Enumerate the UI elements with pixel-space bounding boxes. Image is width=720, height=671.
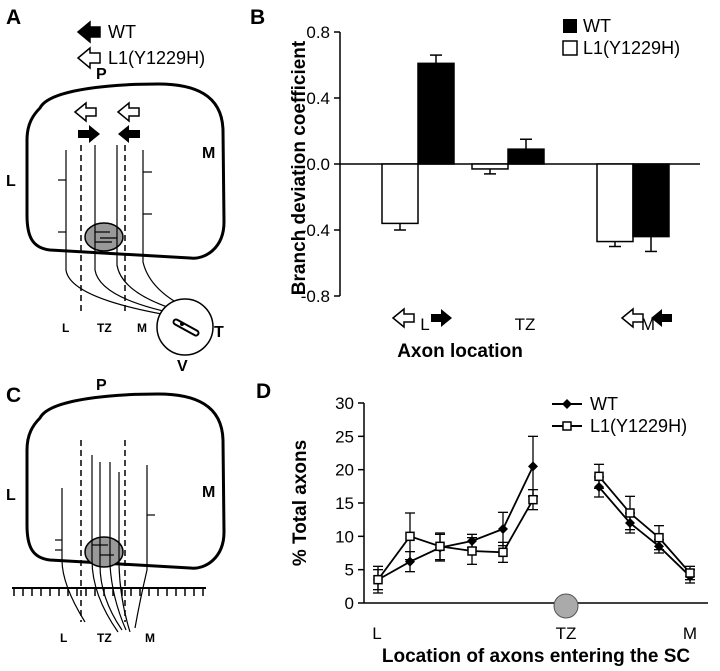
b-wt-arrow-l-icon [431,309,452,327]
superior-colliculus-outline [25,82,226,260]
label-posterior: P [96,66,107,83]
tz-marker-icon [553,593,579,619]
chart-b-category-label: M [641,315,655,334]
wt-arrow-medial-icon [118,125,140,143]
ruler-ticks [13,588,204,596]
label-lateral-c: L [6,487,16,504]
legend-wt-arrow-icon [76,20,101,44]
chart-d-xlabel: Location of axons entering the SC [382,646,691,667]
chart-d-xtick-center: TZ [556,624,577,643]
bottom-label-l-c: L [60,631,67,645]
panel-c: C P L M L TZ M [6,377,226,645]
chart-d-point-mut [594,471,604,482]
chart-b-legend-mut: L1(Y1229H) [583,38,680,58]
panel-d: D % Total axons 0 5 10 15 20 25 30 L TZ M Loca… [256,380,708,667]
chart-b-ytick-label: 0.0 [306,155,330,174]
legend-mut-label: L1(Y1229H) [108,48,205,68]
chart-d: 0 5 10 15 20 25 30 [335,394,708,613]
legend-mut-arrow-icon [76,46,101,70]
panel-b: B Branch deviation coefficient 0.8 0.4 0.0… [250,6,700,362]
chart-d-point-mut [405,531,415,542]
chart-b-ytick-label: -0.8 [301,287,330,306]
mut-arrow-left-icon [73,101,97,123]
chart-d-point-mut [654,532,664,543]
b-mut-arrow-m-icon [620,307,644,329]
b-wt-arrow-m-icon [651,309,672,327]
label-temporal: T [214,324,224,341]
chart-b-ylabel: Branch deviation coefficient [289,40,310,295]
chart-d-point-mut [435,541,445,552]
chart-d-series-line [377,499,534,581]
label-medial-c: M [202,484,215,501]
chart-d-legend-wt: WT [590,394,618,414]
panel-label-c: C [6,384,21,407]
chart-d-point-wt [498,524,508,534]
chart-b-legend-wt: WT [583,16,611,36]
chart-d-legend-wt-marker [562,399,572,409]
chart-d-ytick-label: 30 [335,394,354,413]
bottom-label-tz-c: TZ [97,631,112,645]
chart-b-ytick-label: 0.8 [306,23,330,42]
mut-arrow-medial-icon [116,101,140,123]
chart-d-xtick-right: M [683,624,697,643]
chart-d-series-line [598,486,691,577]
chart-d-legend-mut-marker [562,421,572,431]
chart-d-point-mut [685,568,695,578]
chart-b-ytick-label: 0.4 [306,89,330,108]
label-ventral: V [177,358,188,375]
chart-d-series-line [377,465,534,581]
chart-b-category-label: TZ [515,315,536,334]
chart-b-bar [417,62,455,165]
retina-injection-icon [172,318,200,337]
chart-b: 0.8 0.4 0.0 -0.4 -0.8 L TZ M [301,23,700,334]
chart-d-xtick-left: L [372,624,381,643]
chart-b-bar [632,163,670,238]
chart-d-ytick-label: 5 [345,561,354,580]
chart-d-legend-mut: L1(Y1229H) [590,416,687,436]
bottom-label-m-a: M [137,321,147,335]
superior-colliculus-outline-c [25,392,226,570]
chart-b-xlabel: Axon location [397,341,523,362]
chart-b-category-label: L [420,315,429,334]
chart-d-point-mut [528,494,538,505]
termination-zone-c [84,536,124,568]
chart-b-ytick-label: -0.4 [301,221,330,240]
chart-d-point-mut [498,547,508,558]
chart-b-bar [381,163,419,225]
panel-a: A WT L1(Y1229H) P L M [6,6,226,375]
wt-arrow-right-icon [78,125,100,143]
chart-d-ytick-label: 20 [335,461,354,480]
chart-b-bar [471,163,509,170]
chart-d-ytick-label: 15 [335,494,354,513]
chart-b-bar [507,148,545,165]
chart-d-point-wt [528,461,538,472]
bottom-label-m-c: M [145,631,155,645]
chart-d-ytick-label: 25 [335,427,354,446]
chart-b-bar [596,163,634,243]
chart-d-ytick-label: 0 [345,594,354,613]
bottom-label-tz-a: TZ [97,321,112,335]
chart-b-legend-mut-swatch [562,40,578,56]
axons-a [58,145,194,319]
chart-d-ytick-label: 10 [335,527,354,546]
label-lateral: L [6,173,16,190]
chart-b-legend-wt-swatch [563,19,577,33]
b-mut-arrow-l-icon [391,307,415,329]
bottom-label-l-a: L [62,321,69,335]
legend-wt-label: WT [108,22,136,42]
chart-d-ylabel: % Total axons [290,440,311,566]
panel-label-a: A [6,6,21,29]
chart-d-point-mut [467,546,477,556]
label-medial: M [202,145,215,162]
panel-label-d: D [256,380,271,403]
label-posterior-c: P [96,377,107,394]
panel-label-b: B [250,6,265,29]
chart-d-point-mut [373,574,383,585]
chart-d-point-mut [625,508,635,518]
chart-d-series-line [598,475,691,574]
